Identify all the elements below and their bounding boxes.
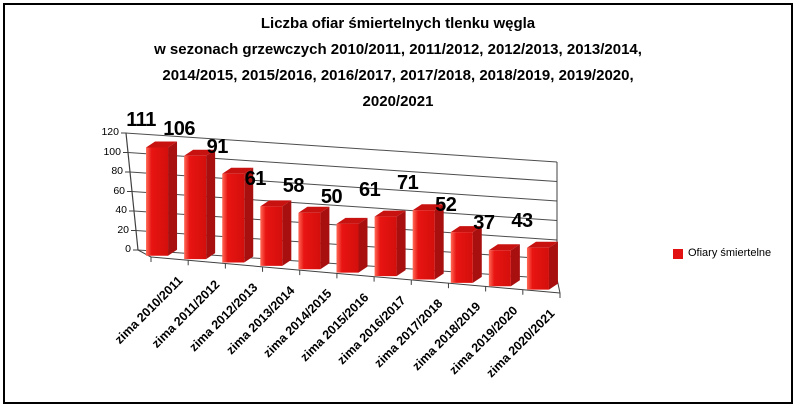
bar-top-face (184, 149, 216, 156)
bar-top-face (260, 200, 292, 207)
bar-top-face (146, 141, 178, 148)
bar-value-label: 91 (206, 135, 229, 158)
bar-side-face (548, 241, 558, 290)
bar-value-label: 58 (282, 174, 305, 197)
chart-title-line-1: Liczba ofiar śmiertelnych tlenku węgla (260, 15, 536, 32)
y-axis-line (125, 132, 139, 251)
bar-side-face (206, 149, 216, 260)
bar (526, 247, 549, 290)
bar-side-face (244, 167, 254, 263)
bar-value-label: 52 (435, 194, 457, 217)
floor-left-edge (137, 249, 152, 258)
bar (412, 210, 435, 280)
bar-value-label: 111 (126, 109, 156, 132)
y-axis-tick-label: 40 (115, 204, 127, 216)
bar-value-label: 71 (397, 172, 419, 195)
bar-side-face (282, 200, 292, 266)
bar-side-face (396, 210, 406, 277)
y-axis-tick-label: 60 (113, 184, 125, 197)
bar (146, 147, 169, 256)
bar (336, 223, 359, 273)
chart-title-line-2: w sezonach grzewczych 2010/2011, 2011/20… (154, 41, 642, 58)
bar-side-face (168, 141, 178, 256)
bar-top-face (526, 241, 558, 248)
bar (488, 250, 511, 287)
bar (222, 173, 245, 263)
bar-top-face (336, 217, 368, 224)
bar-top-face (450, 226, 482, 233)
bar-value-label: 43 (511, 209, 533, 232)
chart-title: Liczba ofiar śmiertelnych tlenku węgla w… (0, 11, 796, 115)
bar-side-face (472, 226, 482, 283)
bar (450, 232, 473, 283)
bar-top-face (298, 206, 330, 213)
bar-side-face (320, 206, 330, 270)
bar-side-face (510, 244, 520, 287)
bar-top-face (412, 204, 444, 211)
bar-value-label: 50 (320, 185, 343, 208)
bar-top-face (488, 244, 520, 251)
bar-side-face (434, 204, 444, 280)
legend-label: Ofiary śmiertelne (688, 247, 772, 259)
bar (374, 216, 397, 277)
legend: Ofiary śmiertelne (673, 247, 771, 260)
y-axis-tick-label: 120 (101, 126, 119, 138)
y-axis-tick-label: 20 (117, 223, 129, 236)
legend-swatch-icon (673, 248, 683, 259)
bar-value-label: 61 (358, 178, 381, 201)
bar-top-face (222, 167, 254, 174)
chart-title-line-4: 2020/2021 (362, 93, 434, 110)
bar (298, 212, 321, 270)
chart-title-line-3: 2014/2015, 2015/2016, 2016/2017, 2017/20… (162, 67, 634, 84)
bar-side-face (358, 217, 368, 273)
y-axis-tick-label: 0 (125, 243, 131, 255)
y-axis-tick-label: 100 (103, 145, 121, 158)
bar-top-face (374, 210, 406, 217)
gridline (125, 132, 558, 163)
bar (260, 206, 283, 266)
bar-value-label: 106 (163, 117, 196, 140)
y-axis-tick-label: 80 (111, 165, 123, 177)
bar (184, 155, 207, 260)
x-axis-line (150, 256, 561, 294)
bar-value-label: 37 (473, 212, 495, 235)
bar-value-label: 61 (244, 168, 267, 191)
